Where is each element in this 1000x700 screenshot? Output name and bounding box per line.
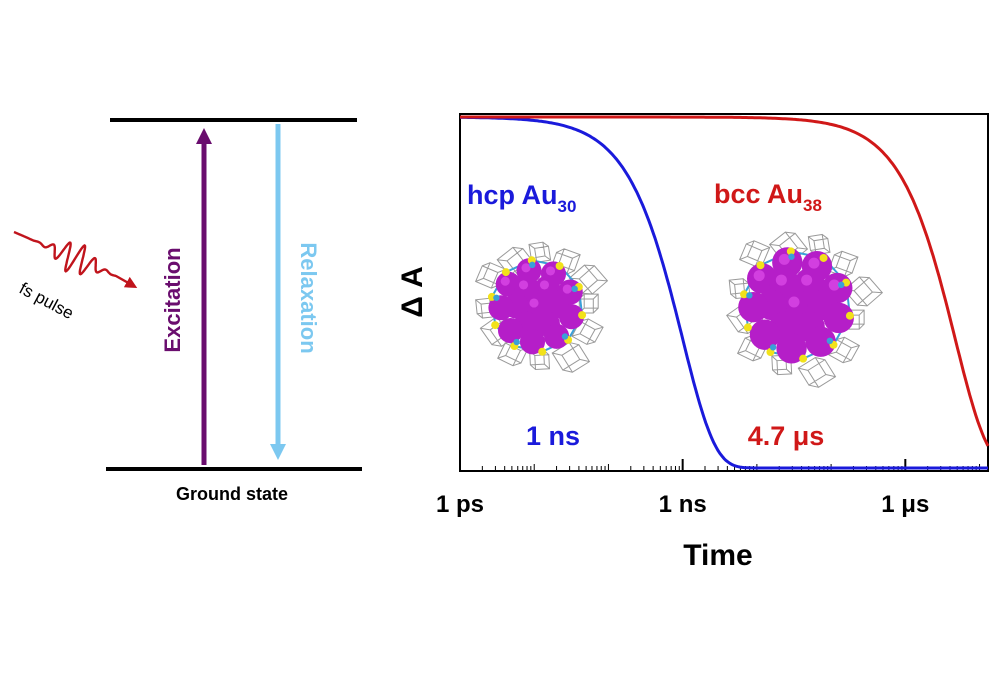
- ligand-cage: [843, 276, 884, 307]
- fs-pulse-label: fs pulse: [16, 279, 77, 323]
- y-axis-title: Δ A: [396, 266, 429, 318]
- ligand-cage: [571, 318, 604, 346]
- sulfur-atom: [743, 323, 752, 332]
- sulfur-atom: [740, 290, 749, 299]
- series-line-bcc-au38: [460, 115, 990, 447]
- carbon-atom: [746, 292, 753, 299]
- gold-atom-highlight: [788, 296, 800, 308]
- gold-atom-highlight: [753, 270, 765, 282]
- carbon-atom: [513, 338, 520, 346]
- excitation-label: Excitation: [160, 247, 185, 352]
- carbon-atom: [561, 333, 569, 340]
- ligand-cage: [797, 356, 837, 389]
- gold-atom: [519, 329, 546, 355]
- sulfur-atom: [799, 354, 808, 363]
- carbon-atom: [493, 294, 500, 301]
- gold-atom: [776, 333, 807, 364]
- series-label-bcc-main: bcc Au: [714, 179, 803, 209]
- gold-atom: [805, 326, 836, 357]
- lifetime-label-hcp: 1 ns: [526, 421, 580, 451]
- sulfur-atom: [555, 261, 564, 270]
- gold-atom-highlight: [828, 279, 840, 291]
- gold-atom-highlight: [521, 263, 531, 273]
- au30-cluster-structure: [474, 241, 609, 373]
- x-tick-label-1us: 1 μs: [881, 491, 929, 518]
- sulfur-atom: [578, 311, 587, 320]
- gold-atom-highlight: [529, 298, 539, 308]
- ground-state-label: Ground state: [176, 484, 288, 504]
- series-label-bcc-au38: bcc Au38: [714, 179, 822, 215]
- series-label-hcp-main: hcp Au: [467, 180, 558, 210]
- carbon-atom: [529, 261, 536, 269]
- au38-cluster-structure: [726, 231, 884, 389]
- carbon-atom: [788, 253, 795, 260]
- sulfur-atom: [501, 268, 510, 277]
- sulfur-atom: [538, 347, 547, 356]
- energy-diagram: Excitation Relaxation Ground state fs pu…: [13, 118, 362, 504]
- series-line-hcp-au30: [460, 115, 988, 470]
- carbon-atom: [769, 344, 777, 351]
- gold-atom-highlight: [562, 284, 572, 294]
- decay-chart: 1 ps 1 ns 1 μs Time Δ A hcp Au30 bcc Au3…: [396, 113, 990, 572]
- relaxation-label: Relaxation: [296, 242, 321, 353]
- sulfur-atom: [491, 321, 500, 330]
- sulfur-atom: [845, 311, 854, 320]
- sulfur-atom: [756, 261, 765, 270]
- gold-atom-highlight: [801, 274, 813, 286]
- x-tick-label-1ns: 1 ns: [659, 491, 707, 518]
- gold-atom-highlight: [778, 253, 790, 265]
- sulfur-atom: [819, 253, 828, 262]
- gold-atom-highlight: [539, 280, 550, 290]
- gold-atom: [749, 319, 781, 350]
- x-tick-label-1ps: 1 ps: [436, 491, 484, 518]
- plot-frame: [459, 113, 989, 472]
- carbon-atom: [826, 337, 834, 345]
- gold-atom-highlight: [545, 266, 556, 276]
- x-axis-title: Time: [683, 539, 752, 572]
- sulfur-atom: [786, 247, 795, 256]
- series-label-hcp-au30: hcp Au30: [467, 180, 576, 216]
- ligand-cage: [827, 336, 861, 364]
- gold-atom-highlight: [518, 280, 529, 290]
- fs-pulse-wave: [13, 230, 138, 288]
- gold-atom: [823, 302, 854, 334]
- gold-atom-highlight: [775, 274, 787, 286]
- carbon-atom: [571, 285, 578, 293]
- gold-atom: [488, 295, 514, 321]
- ligand-cage: [551, 341, 591, 373]
- gold-atom-highlight: [500, 276, 510, 286]
- lifetime-label-bcc: 4.7 μs: [748, 421, 825, 451]
- gold-atom: [738, 291, 769, 323]
- gold-atom: [544, 323, 570, 349]
- series-label-hcp-sub: 30: [558, 197, 577, 216]
- gold-atom: [497, 317, 524, 344]
- ligand-cage: [529, 349, 551, 370]
- series-label-bcc-sub: 38: [803, 196, 822, 215]
- carbon-atom: [838, 281, 845, 289]
- gold-atom-highlight: [808, 257, 820, 269]
- gold-atom: [558, 304, 585, 330]
